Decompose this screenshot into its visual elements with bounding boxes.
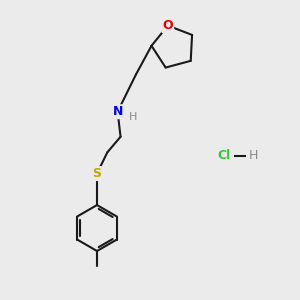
Text: S: S <box>92 167 101 180</box>
Text: H: H <box>248 149 258 162</box>
Text: Cl: Cl <box>217 149 230 162</box>
Text: O: O <box>163 19 173 32</box>
Text: N: N <box>112 105 123 118</box>
Text: H: H <box>129 112 137 122</box>
